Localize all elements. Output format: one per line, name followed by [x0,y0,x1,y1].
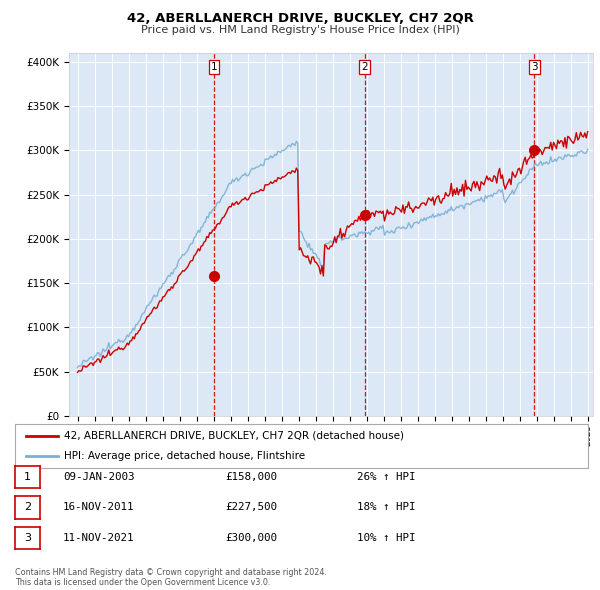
Text: 09-JAN-2003: 09-JAN-2003 [63,472,134,481]
Text: 2: 2 [361,62,368,72]
Text: 3: 3 [531,62,538,72]
Text: 42, ABERLLANERCH DRIVE, BUCKLEY, CH7 2QR: 42, ABERLLANERCH DRIVE, BUCKLEY, CH7 2QR [127,12,473,25]
Text: Price paid vs. HM Land Registry's House Price Index (HPI): Price paid vs. HM Land Registry's House … [140,25,460,35]
Text: 10% ↑ HPI: 10% ↑ HPI [357,533,415,543]
Text: 11-NOV-2021: 11-NOV-2021 [63,533,134,543]
Text: £227,500: £227,500 [225,503,277,512]
Text: 3: 3 [24,533,31,543]
Text: HPI: Average price, detached house, Flintshire: HPI: Average price, detached house, Flin… [64,451,305,461]
Text: 18% ↑ HPI: 18% ↑ HPI [357,503,415,512]
Text: 42, ABERLLANERCH DRIVE, BUCKLEY, CH7 2QR (detached house): 42, ABERLLANERCH DRIVE, BUCKLEY, CH7 2QR… [64,431,404,441]
Text: 16-NOV-2011: 16-NOV-2011 [63,503,134,512]
Text: £158,000: £158,000 [225,472,277,481]
Text: 1: 1 [24,472,31,481]
Text: £300,000: £300,000 [225,533,277,543]
Text: 26% ↑ HPI: 26% ↑ HPI [357,472,415,481]
Text: Contains HM Land Registry data © Crown copyright and database right 2024.
This d: Contains HM Land Registry data © Crown c… [15,568,327,587]
Text: 2: 2 [24,503,31,512]
Text: 1: 1 [211,62,217,72]
